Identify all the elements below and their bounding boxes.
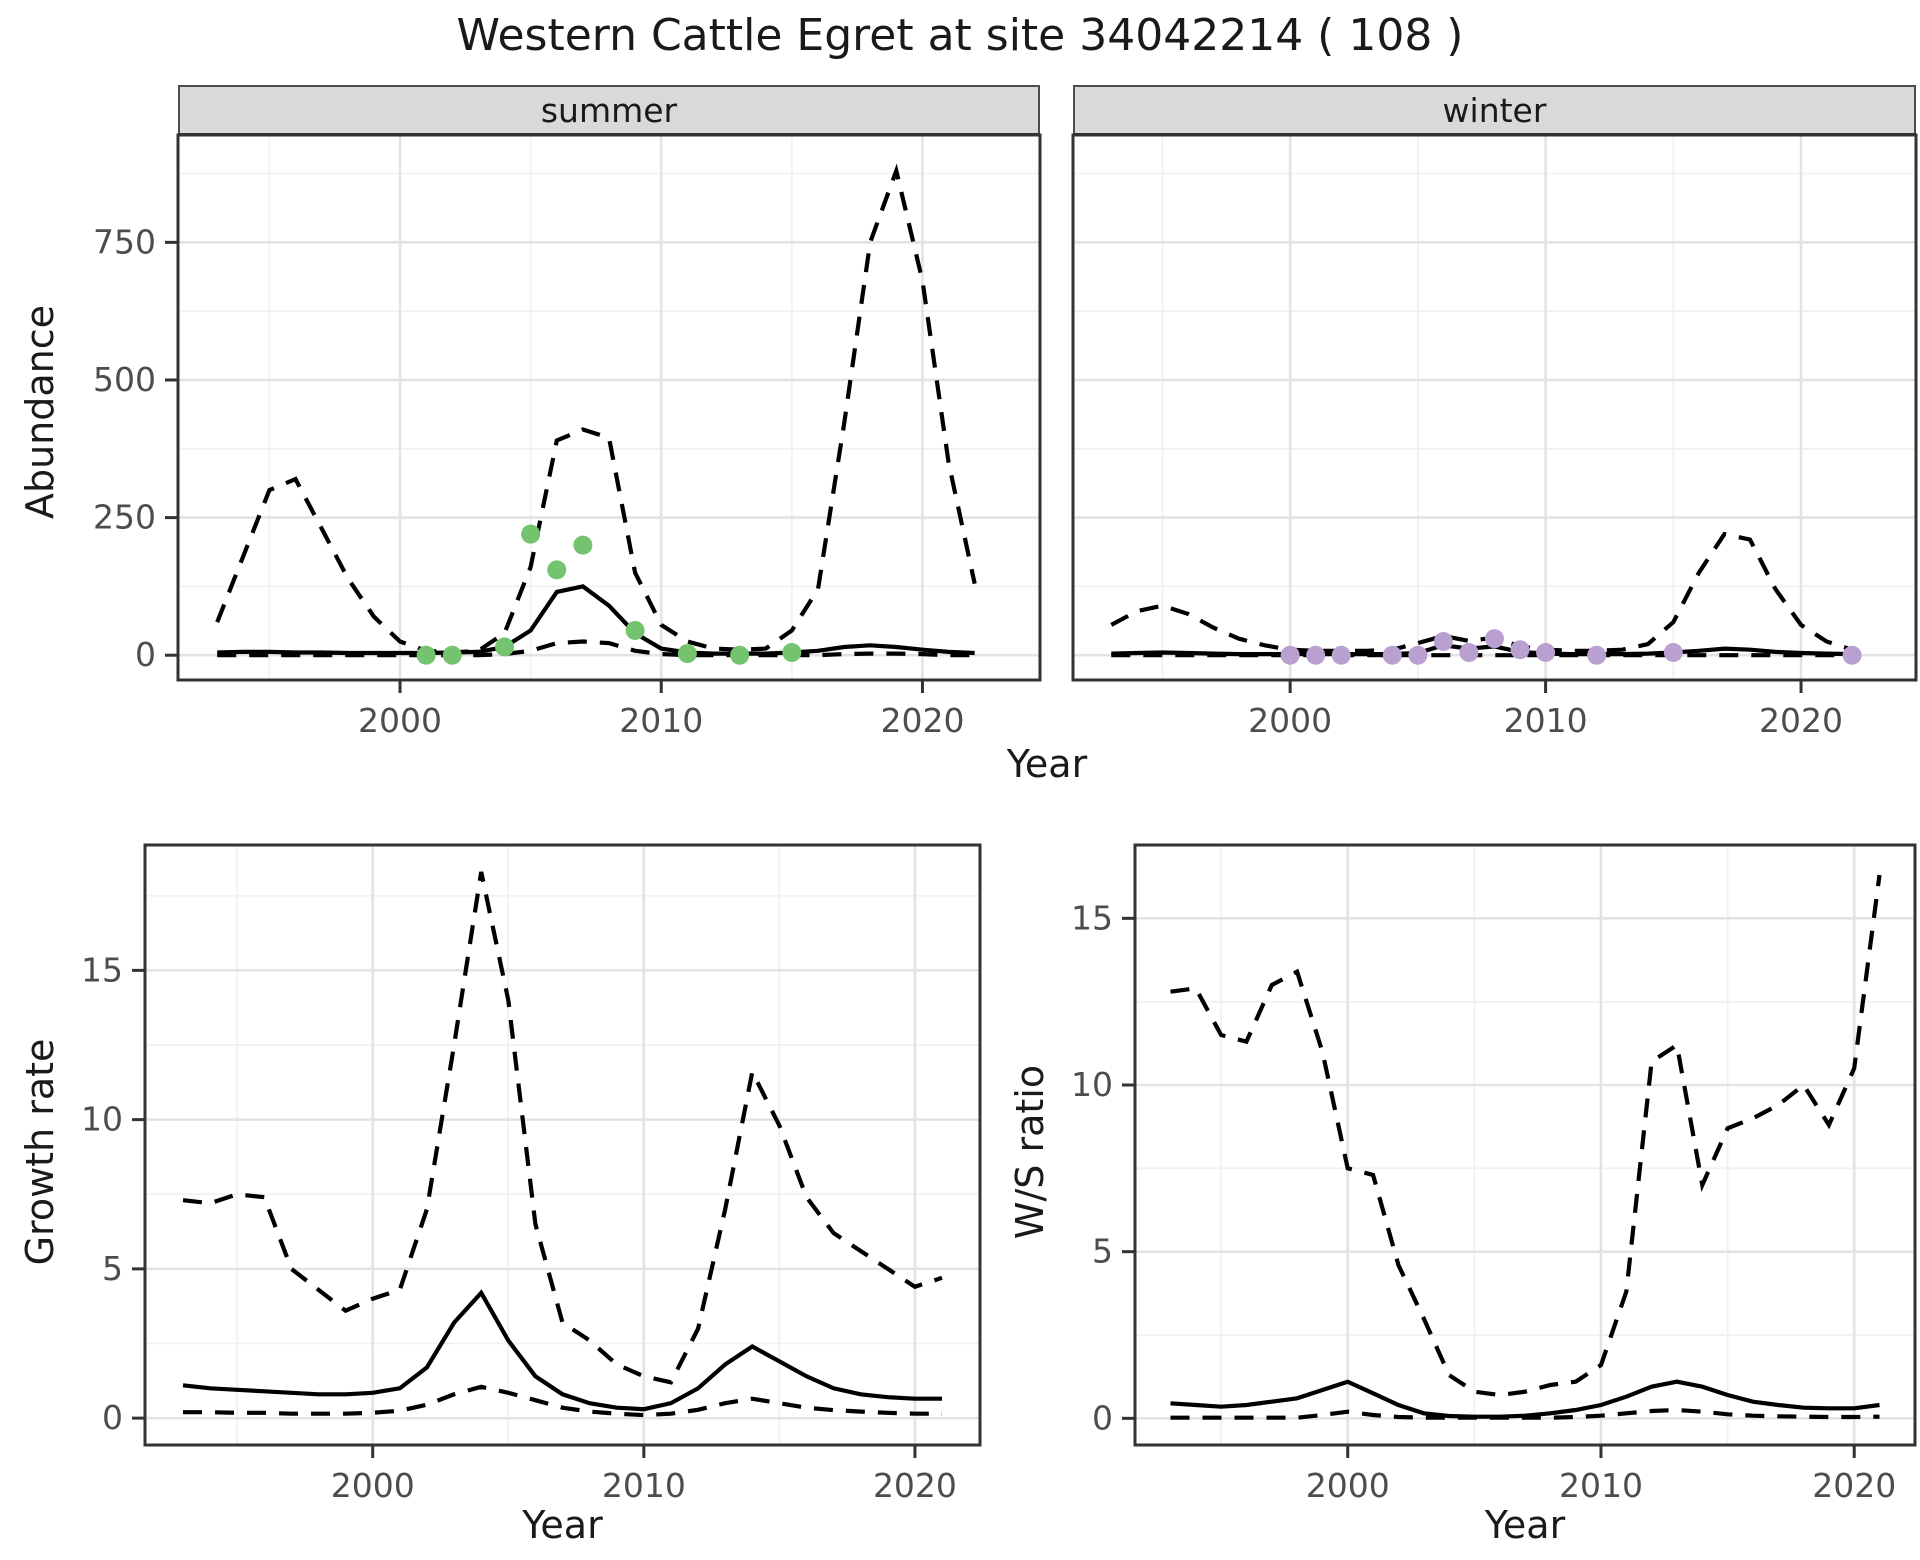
x-axis-title-year-top: Year	[1006, 742, 1088, 786]
facet-strip-winter: winter	[1073, 85, 1916, 135]
svg-text:2000: 2000	[358, 701, 442, 740]
svg-text:2000: 2000	[1248, 701, 1332, 740]
svg-text:500: 500	[93, 360, 156, 399]
svg-text:2010: 2010	[1504, 701, 1588, 740]
panel-svg-abundance_winter: 2000 2010 2020	[1071, 133, 1918, 740]
svg-text:15: 15	[1071, 898, 1113, 937]
y-axis-title-abundance: Abundance	[18, 304, 62, 520]
svg-text:2000: 2000	[331, 1466, 415, 1505]
svg-text:2020: 2020	[1759, 701, 1843, 740]
svg-text:2010: 2010	[602, 1466, 686, 1505]
x-axis-title-year-ws: Year	[1484, 1503, 1566, 1547]
svg-text:15: 15	[81, 950, 123, 989]
chart-title: Western Cattle Egret at site 34042214 ( …	[456, 10, 1464, 61]
y-axis-title-growth: Growth rate	[18, 1038, 62, 1266]
svg-text:750: 750	[93, 222, 156, 261]
panel-svg-ws_ratio: 2000 2010 2020 0 5 10 15	[1071, 843, 1917, 1505]
svg-text:5: 5	[1092, 1232, 1113, 1271]
svg-text:2020: 2020	[880, 701, 964, 740]
svg-text:250: 250	[93, 498, 156, 537]
svg-text:10: 10	[1071, 1065, 1113, 1104]
svg-text:0: 0	[102, 1398, 123, 1437]
facet-strip-winter-label: winter	[1442, 90, 1547, 130]
y-axis-title-ws: W/S ratio	[1008, 1064, 1052, 1240]
svg-text:2000: 2000	[1306, 1466, 1390, 1505]
svg-text:2010: 2010	[619, 701, 703, 740]
svg-text:0: 0	[135, 635, 156, 674]
svg-text:10: 10	[81, 1100, 123, 1139]
svg-text:2020: 2020	[1812, 1466, 1896, 1505]
facet-strip-summer: summer	[178, 85, 1040, 135]
svg-text:2020: 2020	[873, 1466, 957, 1505]
svg-text:0: 0	[1092, 1398, 1113, 1437]
svg-text:5: 5	[102, 1249, 123, 1288]
x-axis-title-year-growth: Year	[522, 1503, 603, 1547]
facet-strip-summer-label: summer	[540, 90, 678, 130]
panel-svg-abundance_summer: 2000 2010 2020 0 250 500 750	[93, 133, 1042, 740]
panel-svg-growth_rate: 2000 2010 2020 0 5 10 15	[81, 843, 982, 1505]
svg-text:2010: 2010	[1559, 1466, 1643, 1505]
